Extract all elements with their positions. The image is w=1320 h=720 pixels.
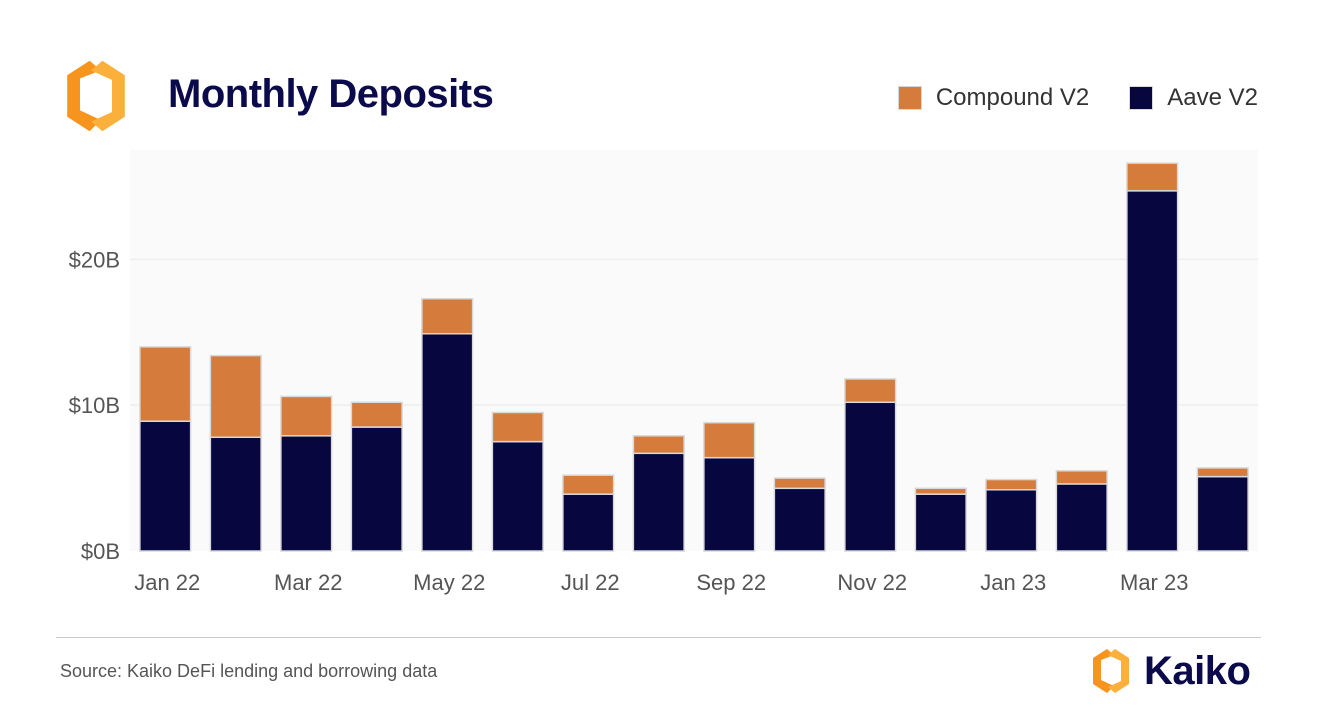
legend-label-compound: Compound V2 — [935, 84, 1090, 111]
x-tick-label: May 22 — [413, 570, 485, 595]
y-tick-label: $20B — [69, 247, 120, 272]
bar-aave — [773, 487, 826, 552]
x-tick-label: Jan 23 — [980, 570, 1046, 595]
bar-compound — [632, 435, 685, 455]
kaiko-wordmark: Kaiko — [1144, 648, 1251, 693]
bar-compound — [703, 421, 756, 459]
bar-compound — [421, 297, 474, 335]
kaiko-logo-icon — [67, 60, 125, 132]
kaiko-brand: Kaiko — [1086, 646, 1251, 696]
bar-aave — [209, 436, 262, 552]
bar-aave — [632, 452, 685, 552]
legend-label-aave: Aave V2 — [1167, 84, 1258, 111]
bar-aave — [350, 426, 403, 552]
kaiko-brand-logo-icon — [1093, 649, 1129, 693]
bar-compound — [1196, 467, 1249, 478]
bar-aave — [844, 401, 897, 552]
x-tick-label: Jul 22 — [561, 570, 620, 595]
legend-swatch-aave — [1129, 86, 1154, 110]
bar-compound — [350, 401, 403, 428]
source-note: Source: Kaiko DeFi lending and borrowing… — [60, 661, 438, 681]
bar-compound — [773, 477, 826, 490]
bar-compound — [1055, 470, 1108, 485]
bar-aave — [1055, 483, 1108, 552]
bar-aave — [703, 456, 756, 552]
bar-aave — [562, 493, 615, 552]
bar-aave — [491, 440, 544, 552]
bar-compound — [209, 354, 262, 439]
bar-compound — [985, 478, 1038, 491]
y-tick-label: $10B — [69, 393, 120, 418]
legend-item-compound: Compound V2 — [897, 84, 1090, 112]
bar-compound — [562, 474, 615, 495]
bar-aave — [1126, 190, 1179, 552]
chart-title: Monthly Deposits — [168, 72, 494, 116]
x-tick-label: Jan 22 — [134, 570, 200, 595]
bar-aave — [914, 493, 967, 552]
bar-compound — [914, 487, 967, 495]
bar-compound — [491, 411, 544, 443]
bar-compound — [280, 395, 333, 437]
y-tick-label: $0B — [81, 539, 120, 564]
bar-compound — [1126, 162, 1179, 192]
bar-aave — [421, 332, 474, 552]
legend: Compound V2 Aave V2 — [858, 84, 1258, 112]
legend-swatch-compound — [897, 86, 922, 110]
bar-aave — [1196, 475, 1249, 552]
x-tick-label: Mar 23 — [1120, 570, 1188, 595]
bar-compound — [139, 346, 192, 422]
bar-aave — [280, 435, 333, 552]
legend-item-aave: Aave V2 — [1129, 84, 1258, 112]
x-tick-label: Nov 22 — [837, 570, 907, 595]
bar-aave — [985, 489, 1038, 552]
x-tick-label: Mar 22 — [274, 570, 342, 595]
bar-compound — [844, 378, 897, 404]
x-tick-label: Sep 22 — [696, 570, 766, 595]
footer-divider — [56, 637, 1261, 638]
bar-aave — [139, 420, 192, 552]
